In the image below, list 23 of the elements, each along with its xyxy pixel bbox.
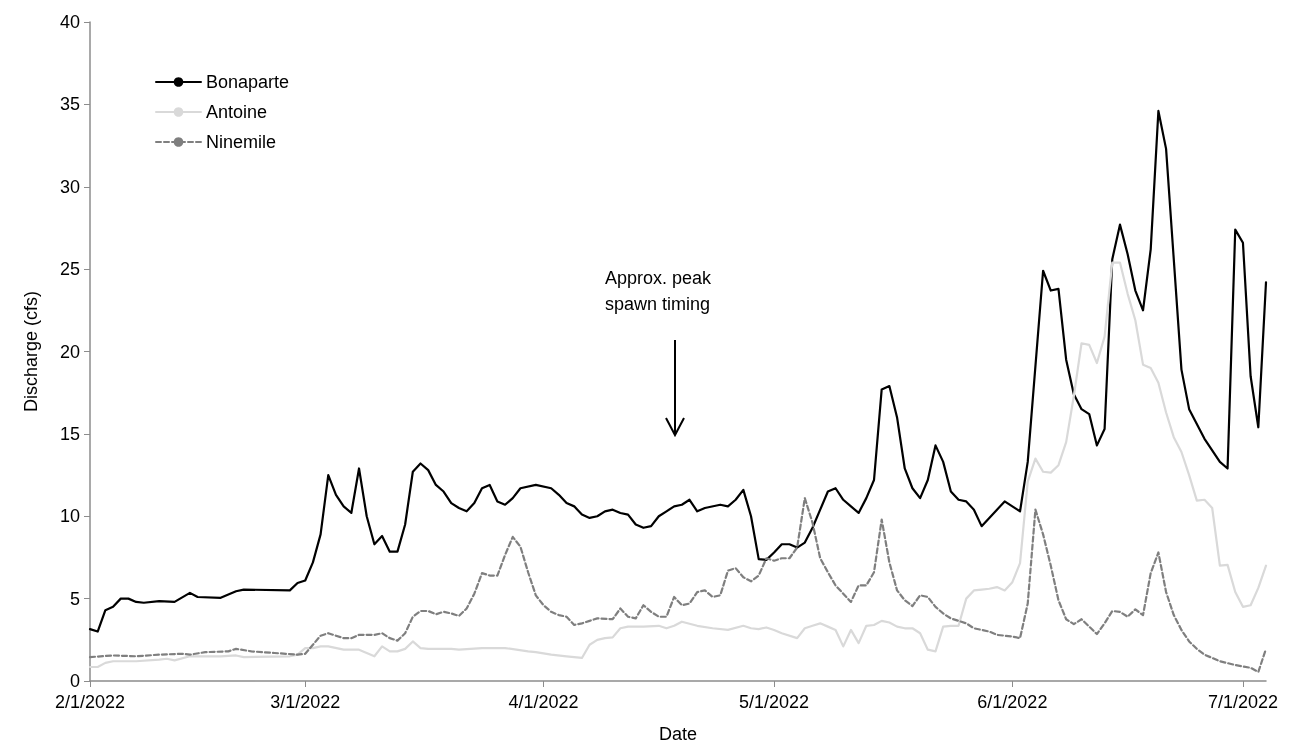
x-tick-label: 2/1/2022 — [54, 692, 126, 712]
x-tick-label: 3/1/2022 — [270, 692, 341, 712]
x-tick-label: 5/1/2022 — [739, 692, 810, 712]
y-tick-label: 30 — [59, 176, 80, 197]
y-tick-label: 5 — [69, 588, 80, 609]
annotation: Approx. peak spawn timing — [605, 268, 717, 314]
legend-label: Ninemile — [206, 132, 277, 152]
y-tick-label: 20 — [59, 341, 80, 362]
y-tick-label: 10 — [59, 506, 80, 527]
y-tick-label: 25 — [59, 259, 80, 280]
y-tick-label: 15 — [59, 423, 80, 444]
x-tick-label: 7/1/2022 — [1207, 692, 1278, 712]
line-series — [88, 261, 1268, 669]
y-tick-label: 40 — [59, 12, 80, 32]
legend-label: Bonaparte — [206, 72, 290, 92]
legend-label: Antoine — [206, 102, 268, 122]
x-tick-label: 6/1/2022 — [977, 692, 1048, 712]
y-tick-label: 0 — [69, 671, 80, 691]
x-axis-title: Date — [658, 724, 698, 744]
line-series — [88, 497, 1268, 674]
y-axis-title: Discharge (cfs) — [21, 290, 41, 413]
x-tick-label: 4/1/2022 — [508, 692, 579, 712]
y-tick-label: 35 — [59, 94, 80, 115]
